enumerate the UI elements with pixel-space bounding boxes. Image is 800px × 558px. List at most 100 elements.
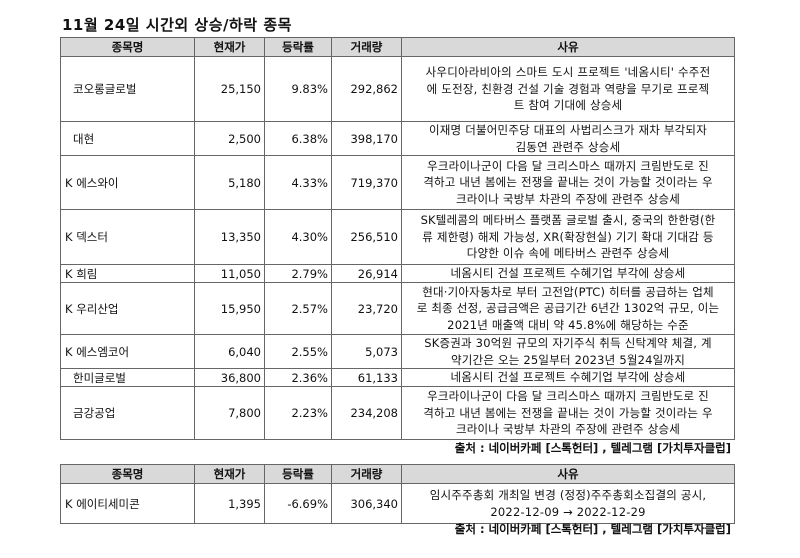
reason-line: 김동연 관련주 상승세 <box>515 139 621 154</box>
stock-rate: 2.36% <box>264 368 332 387</box>
stock-name: 한미글로벌 <box>60 368 195 387</box>
stock-rate: 6.38% <box>264 121 332 156</box>
stock-name: K 희림 <box>60 264 195 283</box>
reason-line: 크라이나 국방부 차관의 주장에 관련주 상승세 <box>455 191 681 206</box>
reason-line: 격하고 내년 봄에는 전쟁을 끝내는 것이 가능할 것이라는 우 <box>423 175 713 190</box>
stock-price: 1,395 <box>194 483 265 524</box>
stock-volume: 719,370 <box>331 155 402 210</box>
stock-rate: 2.57% <box>264 282 332 335</box>
table-row: K 에스와이 5,180 4.33% 719,370 우크라이나군이 다음 달 … <box>60 155 735 210</box>
stock-price: 15,950 <box>194 282 265 335</box>
page-title: 11월 24일 시간외 상승/하락 종목 <box>62 16 292 34</box>
stock-price: 7,800 <box>194 386 265 440</box>
header-name: 종목명 <box>60 37 195 57</box>
stock-rate: -6.69% <box>264 483 332 524</box>
table-row: K 에스엠코어 6,040 2.55% 5,073 SK증권과 30억원 규모의… <box>60 334 735 369</box>
reason-line: 류 제한령) 해제 가능성, XR(확장현실) 기기 확대 기대감 등 <box>422 229 714 244</box>
reason-line: 사우디아라비아의 스마트 도시 프로젝트 '네옴시티' 수주전 <box>425 65 711 80</box>
reason-line: 2022-12-09 → 2022-12-29 <box>490 504 646 519</box>
stock-name: K 에스와이 <box>60 155 195 210</box>
reason-line: 현대·기아자동차로 부터 고전압(PTC) 히터를 공급하는 업체 <box>422 284 714 299</box>
stock-reason: SK텔레콤의 메타버스 플랫폼 글로벌 출시, 중국의 한한령(한 류 제한령)… <box>401 209 735 265</box>
stock-price: 6,040 <box>194 334 265 369</box>
stock-rate: 4.30% <box>264 209 332 265</box>
table-row: 한미글로벌 36,800 2.36% 61,133 네옴시티 건설 프로젝트 수… <box>60 368 735 387</box>
table-header-row: 종목명 현재가 등락률 거래량 사유 <box>60 37 735 57</box>
table-row: 코오롱글로벌 25,150 9.83% 292,862 사우디아라비아의 스마트… <box>60 56 735 122</box>
stock-volume: 398,170 <box>331 121 402 156</box>
stock-volume: 234,208 <box>331 386 402 440</box>
stock-price: 36,800 <box>194 368 265 387</box>
stock-name: 대현 <box>60 121 195 156</box>
stock-volume: 23,720 <box>331 282 402 335</box>
reason-line: 크라이나 국방부 차관의 주장에 관련주 상승세 <box>455 422 681 437</box>
stock-reason: 임시주주총회 개최일 변경 (정정)주주총회소집결의 공시, 2022-12-0… <box>401 483 735 524</box>
header-volume: 거래량 <box>331 37 402 57</box>
stock-price: 5,180 <box>194 155 265 210</box>
header-price: 현재가 <box>194 464 265 484</box>
header-name: 종목명 <box>60 464 195 484</box>
stock-name: K 에이티세미콘 <box>60 483 195 524</box>
reason-line: 네옴시티 건설 프로젝트 수혜기업 부각에 상승세 <box>450 266 686 281</box>
reason-line: SK텔레콤의 메타버스 플랫폼 글로벌 출시, 중국의 한한령(한 <box>420 213 716 228</box>
reason-line: 임시주주총회 개최일 변경 (정정)주주총회소집결의 공시, <box>429 488 707 502</box>
table-row: 대현 2,500 6.38% 398,170 이재명 더불어민주당 대표의 사법… <box>60 121 735 156</box>
rising-stocks-table: 종목명 현재가 등락률 거래량 사유 코오롱글로벌 25,150 9.83% 2… <box>60 37 735 440</box>
reason-line: 네옴시티 건설 프로젝트 수혜기업 부각에 상승세 <box>450 370 686 385</box>
table-row: K 덱스터 13,350 4.30% 256,510 SK텔레콤의 메타버스 플… <box>60 209 735 265</box>
stock-name: K 에스엠코어 <box>60 334 195 369</box>
stock-rate: 2.55% <box>264 334 332 369</box>
reason-line: 우크라이나군이 다음 달 크리스마스 때까지 크림반도로 진 <box>427 389 709 404</box>
stock-name: 코오롱글로벌 <box>60 56 195 122</box>
stock-price: 11,050 <box>194 264 265 283</box>
header-rate: 등락률 <box>264 37 332 57</box>
stock-price: 2,500 <box>194 121 265 156</box>
reason-line: 2021년 매출액 대비 약 45.8%에 해당하는 수준 <box>447 317 689 332</box>
header-volume: 거래량 <box>331 464 402 484</box>
stock-reason: 현대·기아자동차로 부터 고전압(PTC) 히터를 공급하는 업체 로 최종 선… <box>401 282 735 335</box>
reason-line: 로 최종 선정, 공급금액은 공급기간 6년간 1302억 규모, 이는 <box>416 301 720 316</box>
stock-price: 25,150 <box>194 56 265 122</box>
stock-reason: 네옴시티 건설 프로젝트 수혜기업 부각에 상승세 <box>401 368 735 387</box>
source-caption: 출처 : 네이버카페 [스톡헌터] , 텔레그램 [가치투자클럽] <box>454 522 731 536</box>
stock-reason: 우크라이나군이 다음 달 크리스마스 때까지 크림반도로 진 격하고 내년 봄에… <box>401 155 735 210</box>
stock-rate: 9.83% <box>264 56 332 122</box>
reason-line: 에 도전장, 친환경 건설 기술 경험과 역량을 무기로 프로젝 <box>426 81 710 96</box>
header-price: 현재가 <box>194 37 265 57</box>
header-reason: 사유 <box>401 464 735 484</box>
stock-price: 13,350 <box>194 209 265 265</box>
header-rate: 등락률 <box>264 464 332 484</box>
stock-volume: 256,510 <box>331 209 402 265</box>
stock-name: K 우리산업 <box>60 282 195 335</box>
stock-rate: 2.23% <box>264 386 332 440</box>
table-row: K 에이티세미콘 1,395 -6.69% 306,340 임시주주총회 개최일… <box>60 483 735 524</box>
stock-name: 금강공업 <box>60 386 195 440</box>
stock-rate: 2.79% <box>264 264 332 283</box>
table-header-row: 종목명 현재가 등락률 거래량 사유 <box>60 464 735 484</box>
stock-volume: 306,340 <box>331 483 402 524</box>
stock-name: K 덱스터 <box>60 209 195 265</box>
table-row: K 희림 11,050 2.79% 26,914 네옴시티 건설 프로젝트 수혜… <box>60 264 735 283</box>
reason-line: 이재명 더불어민주당 대표의 사법리스크가 재차 부각되자 <box>429 123 707 137</box>
stock-volume: 5,073 <box>331 334 402 369</box>
stock-volume: 61,133 <box>331 368 402 387</box>
table-row: 금강공업 7,800 2.23% 234,208 우크라이나군이 다음 달 크리… <box>60 386 735 440</box>
reason-line: 다양한 이슈 속에 메타버스 관련주 상승세 <box>466 246 670 261</box>
stock-reason: 우크라이나군이 다음 달 크리스마스 때까지 크림반도로 진 격하고 내년 봄에… <box>401 386 735 440</box>
stock-reason: SK증권과 30억원 규모의 자기주식 취득 신탁계약 체결, 계 약기간은 오… <box>401 334 735 369</box>
stock-volume: 26,914 <box>331 264 402 283</box>
stock-volume: 292,862 <box>331 56 402 122</box>
reason-line: SK증권과 30억원 규모의 자기주식 취득 신탁계약 체결, 계 <box>424 336 712 350</box>
falling-stocks-table: 종목명 현재가 등락률 거래량 사유 K 에이티세미콘 1,395 -6.69%… <box>60 464 735 524</box>
stock-reason: 이재명 더불어민주당 대표의 사법리스크가 재차 부각되자 김동연 관련주 상승… <box>401 121 735 156</box>
reason-line: 트 참여 기대에 상승세 <box>513 98 623 113</box>
reason-line: 격하고 내년 봄에는 전쟁을 끝내는 것이 가능할 것이라는 우 <box>423 405 713 420</box>
table-row: K 우리산업 15,950 2.57% 23,720 현대·기아자동차로 부터 … <box>60 282 735 335</box>
header-reason: 사유 <box>401 37 735 57</box>
stock-rate: 4.33% <box>264 155 332 210</box>
stock-reason: 네옴시티 건설 프로젝트 수혜기업 부각에 상승세 <box>401 264 735 283</box>
stock-reason: 사우디아라비아의 스마트 도시 프로젝트 '네옴시티' 수주전 에 도전장, 친… <box>401 56 735 122</box>
source-caption: 출처 : 네이버카페 [스톡헌터] , 텔레그램 [가치투자클럽] <box>454 441 731 455</box>
reason-line: 우크라이나군이 다음 달 크리스마스 때까지 크림반도로 진 <box>427 158 709 173</box>
reason-line: 약기간은 오는 25일부터 2023년 5월24일까지 <box>451 352 685 367</box>
